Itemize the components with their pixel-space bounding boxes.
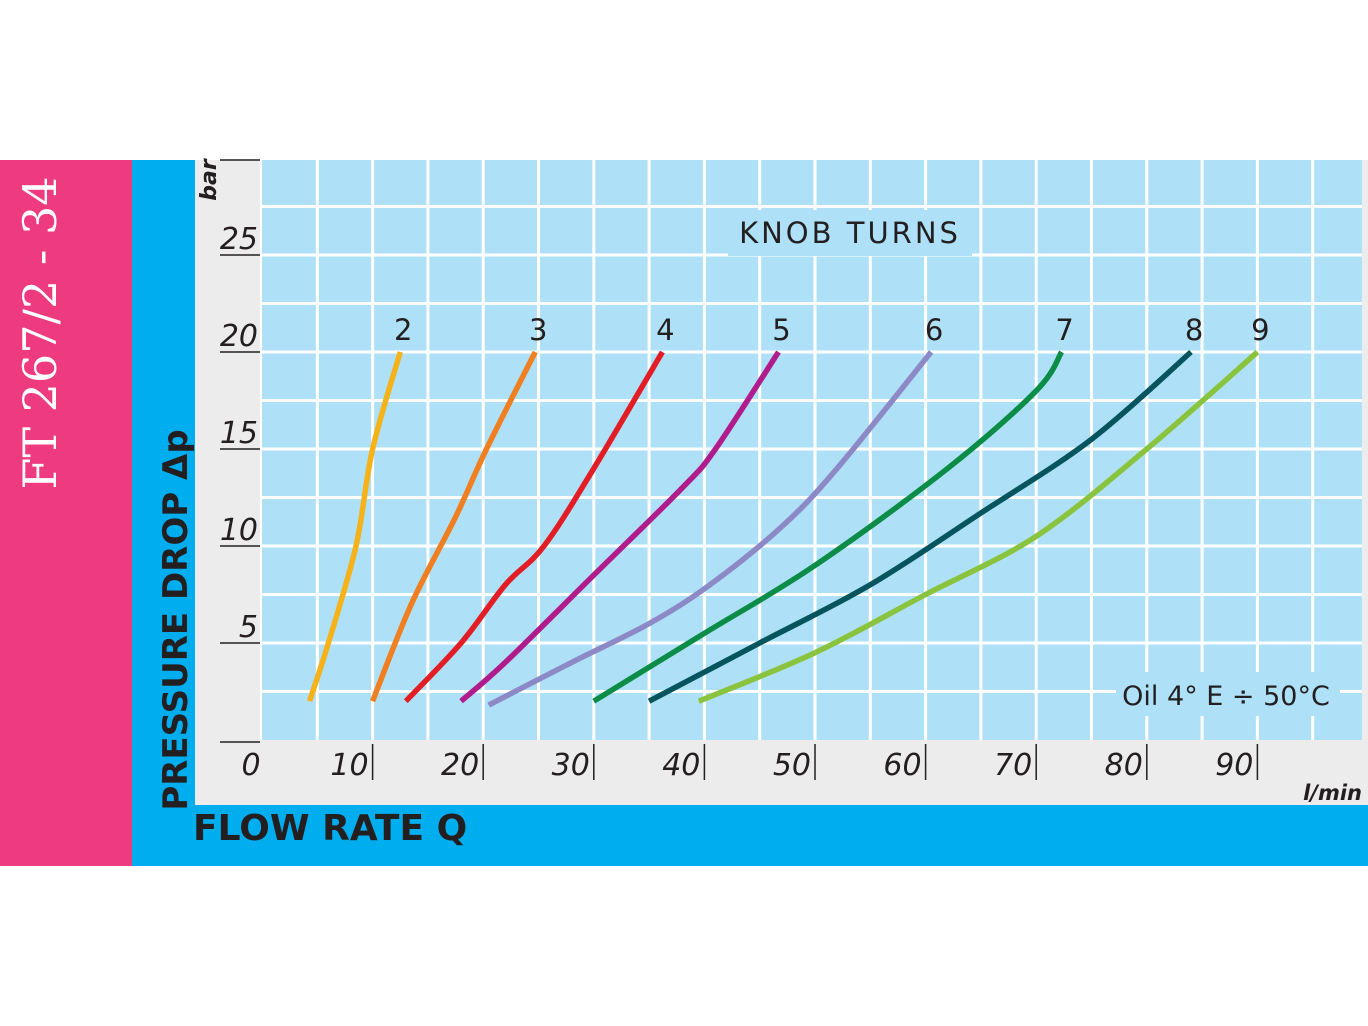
bottom-band-blue bbox=[132, 805, 1368, 866]
annotation-background bbox=[1116, 672, 1340, 716]
chart-title-background bbox=[728, 210, 972, 256]
series-label-5: 5 bbox=[772, 313, 790, 347]
x-unit-label: l/min bbox=[1303, 781, 1362, 805]
series-label-7: 7 bbox=[1055, 313, 1073, 347]
oil-annotation: Oil 4° E ÷ 50°C bbox=[1122, 681, 1330, 712]
series-line-5 bbox=[459, 350, 781, 704]
series-label-6: 6 bbox=[925, 313, 943, 347]
series-label-2: 2 bbox=[394, 313, 412, 347]
x-tick-label: 20 bbox=[441, 748, 479, 783]
chart-title: KNOB TURNS bbox=[739, 216, 961, 250]
y-unit-label: bar bbox=[197, 158, 222, 201]
x-tick-label: 10 bbox=[330, 748, 368, 783]
series-label-8: 8 bbox=[1185, 313, 1203, 347]
x-tick-label: 80 bbox=[1105, 748, 1143, 783]
y-tick-label: 20 bbox=[220, 319, 258, 354]
series-label-3: 3 bbox=[529, 313, 547, 347]
series-line-7 bbox=[592, 350, 1064, 704]
x-axis-title: FLOW RATE Q bbox=[193, 808, 468, 849]
series-line-8 bbox=[647, 349, 1193, 704]
x-tick-label: 50 bbox=[773, 748, 811, 783]
labels-group: 2 3 4 5 6 7 8 9 KNOB TURNS Oil 4° E ÷ 50°C bbox=[394, 210, 1340, 716]
side-band-blue bbox=[132, 160, 195, 866]
x-tick-label: 30 bbox=[552, 748, 590, 783]
series-line-4 bbox=[403, 350, 665, 704]
y-tick-label: 10 bbox=[220, 513, 258, 548]
y-tick-label: 5 bbox=[239, 610, 258, 645]
series-label-4: 4 bbox=[656, 313, 674, 347]
x-tick-label: 0 bbox=[241, 748, 260, 783]
x-tick-label: 40 bbox=[662, 748, 700, 783]
series-line-3 bbox=[370, 350, 538, 703]
x-tick-label: 90 bbox=[1215, 748, 1253, 783]
series-line-9 bbox=[697, 349, 1260, 704]
x-tick-label: 60 bbox=[883, 748, 921, 783]
series-line-2 bbox=[306, 351, 403, 703]
side-band-pink bbox=[0, 160, 132, 866]
x-tick-label: 70 bbox=[994, 748, 1032, 783]
y-tick-label: 25 bbox=[220, 222, 258, 257]
y-tick-label: 15 bbox=[220, 416, 258, 451]
series-group bbox=[306, 349, 1260, 708]
series-label-9: 9 bbox=[1251, 313, 1269, 347]
series-line-6 bbox=[487, 350, 934, 708]
